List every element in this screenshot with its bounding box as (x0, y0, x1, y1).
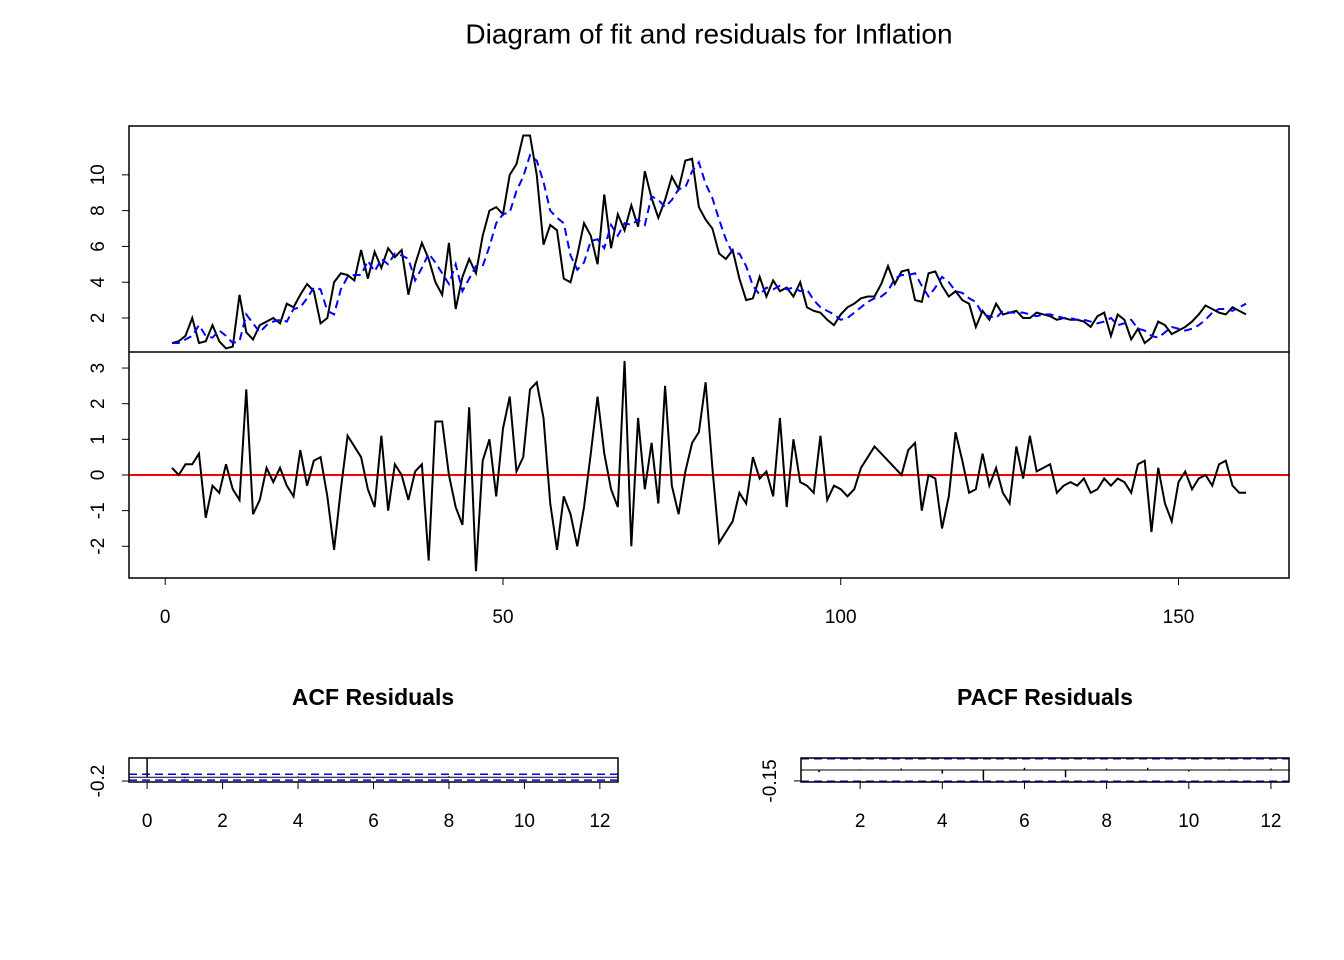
x-tick-label: 0 (142, 811, 153, 832)
y-tick-label: 0 (88, 470, 109, 481)
x-tick-label: 6 (368, 811, 379, 832)
series-line (171, 153, 1247, 345)
y-tick-label: 4 (88, 277, 109, 288)
x-tick-label: 4 (293, 811, 304, 832)
x-tick-label: 150 (1163, 607, 1195, 628)
y-tick-label: 1 (88, 434, 109, 445)
x-tick-label: 8 (444, 811, 455, 832)
page-title: Diagram of fit and residuals for Inflati… (465, 18, 952, 49)
x-tick-label: 10 (1178, 811, 1199, 832)
y-tick-label: -0.15 (760, 759, 781, 802)
y-tick-label: 3 (88, 363, 109, 374)
x-tick-label: 50 (492, 607, 513, 628)
series-line (171, 360, 1247, 572)
y-tick-label: -2 (88, 538, 109, 555)
x-tick-label: 2 (217, 811, 228, 832)
series-line (171, 134, 1247, 350)
y-tick-label: 8 (88, 205, 109, 216)
x-tick-label: 2 (855, 811, 866, 832)
x-tick-label: 10 (514, 811, 535, 832)
y-tick-label: -1 (88, 502, 109, 519)
y-tick-label: 2 (88, 398, 109, 409)
x-tick-label: 4 (937, 811, 948, 832)
x-tick-label: 12 (589, 811, 610, 832)
pacf-title: PACF Residuals (957, 684, 1133, 710)
plot-frame (128, 757, 619, 783)
x-tick-label: 8 (1101, 811, 1112, 832)
y-tick-label: 6 (88, 241, 109, 252)
x-tick-label: 6 (1019, 811, 1030, 832)
plot-frame (800, 757, 1290, 783)
acf-title: ACF Residuals (292, 684, 454, 710)
y-tick-label: 2 (88, 313, 109, 324)
y-tick-label: -0.2 (88, 765, 109, 798)
x-tick-label: 0 (160, 607, 171, 628)
x-tick-label: 12 (1260, 811, 1281, 832)
y-tick-label: 10 (88, 164, 109, 185)
x-tick-label: 100 (825, 607, 857, 628)
